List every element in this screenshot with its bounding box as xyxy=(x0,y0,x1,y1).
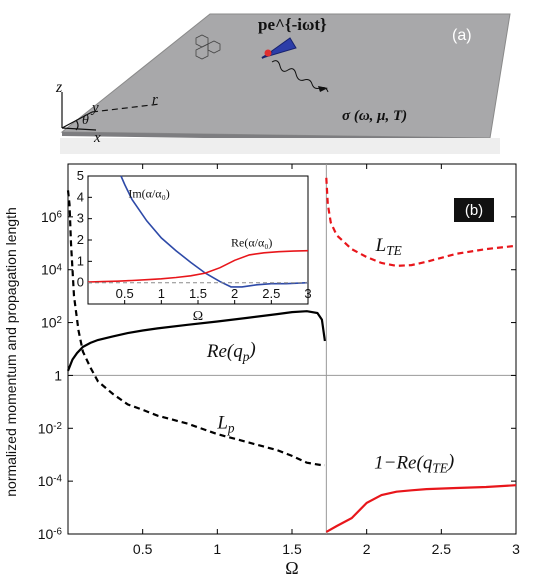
inset-y-tick-label: 2 xyxy=(77,232,84,247)
series-1-re-q-te--line xyxy=(325,484,517,533)
conductivity-label: σ (ω, μ, T) xyxy=(342,108,407,124)
axis-x-label: x xyxy=(93,130,101,146)
series-l-p-line xyxy=(66,190,325,467)
annotation-label: 1−Re(qTE​) xyxy=(374,451,454,476)
inset-x-tick-label: 3 xyxy=(304,286,311,301)
panel-a-label: (a) xyxy=(452,27,472,44)
inset-x-tick-label: 2 xyxy=(231,286,238,301)
angle-label: θ xyxy=(82,113,89,128)
y-tick-label: 106​ xyxy=(41,209,63,225)
panel-b-label: (b) xyxy=(465,202,483,219)
dipole-label: pe^{-iωt} xyxy=(258,15,327,34)
panel-b-label-box xyxy=(454,198,494,222)
inset-annotation-label: Im(α/α₀) xyxy=(128,186,169,200)
inset-x-axis-label: Ω xyxy=(193,309,203,324)
inset-annotation-label: Re(α/α₀) xyxy=(231,235,272,249)
x-tick-label: 0.5 xyxy=(133,541,153,557)
annotation-label: Lp​ xyxy=(216,412,235,435)
inset-x-tick-label: 1.5 xyxy=(189,286,207,301)
inset-y-tick-label: 1 xyxy=(77,253,84,268)
x-tick-label: 1.5 xyxy=(282,541,302,557)
y-tick-label: 104​ xyxy=(41,262,63,278)
y-tick-label: 10-4​ xyxy=(38,473,63,489)
inset-frame xyxy=(87,175,309,305)
hexagon-molecule-icon xyxy=(195,34,221,60)
axis-z-label: z xyxy=(55,79,63,96)
main-plot: 0.5 1 1.5 2 2.5 3 106​ 104​ 102​ 1 10-2​ 10-4​ 10-6​… xyxy=(3,163,520,578)
annotation-label: Re(qp​) xyxy=(206,339,256,364)
annotation-label: LTE​ xyxy=(375,235,402,258)
x-tick-label: 2 xyxy=(363,541,371,557)
inset-y-tick-label: 3 xyxy=(77,211,84,226)
inset-y-tick-label: 4 xyxy=(77,189,84,204)
series-re-q-p--line xyxy=(66,310,326,372)
coordinate-axes xyxy=(61,92,161,131)
inset-x-tick-label: 2.5 xyxy=(262,286,280,301)
y-tick-label: 10-6​ xyxy=(38,526,63,542)
radius-label: r xyxy=(152,92,158,108)
x-tick-label: 1 xyxy=(213,541,221,557)
series-l-te-line xyxy=(325,177,517,268)
main-y-axis-label: normalized momentum and propagation leng… xyxy=(3,207,19,497)
inset-series-re--line xyxy=(87,249,309,283)
y-tick-label: 102​ xyxy=(41,315,62,331)
x-tick-label: 3 xyxy=(512,541,520,557)
inset-x-tick-label: 1 xyxy=(158,286,165,301)
inset-plot: 0.5 1 1.5 2 2.5 3 0 1 2 3 4 5 Ω Im(α/α₀) Re(α/α₀) xyxy=(77,168,312,324)
main-x-axis-label: Ω xyxy=(285,558,298,578)
axis-y-label: y xyxy=(90,100,99,116)
sheet-shadow xyxy=(60,138,500,154)
dipole-arrow-icon xyxy=(261,37,297,59)
wave-arrowhead-icon xyxy=(318,86,328,92)
y-tick-label: 10-2​ xyxy=(38,420,62,436)
inset-y-tick-label: 5 xyxy=(77,168,84,183)
panel-a: pe^{-iωt} (a) σ (ω, μ, T) z y x θ r xyxy=(55,13,511,154)
inset-y-tick-label: 0 xyxy=(77,275,84,290)
y-tick-label: 1 xyxy=(54,367,62,383)
inset-x-tick-label: 0.5 xyxy=(116,286,134,301)
x-tick-label: 2.5 xyxy=(432,541,452,557)
